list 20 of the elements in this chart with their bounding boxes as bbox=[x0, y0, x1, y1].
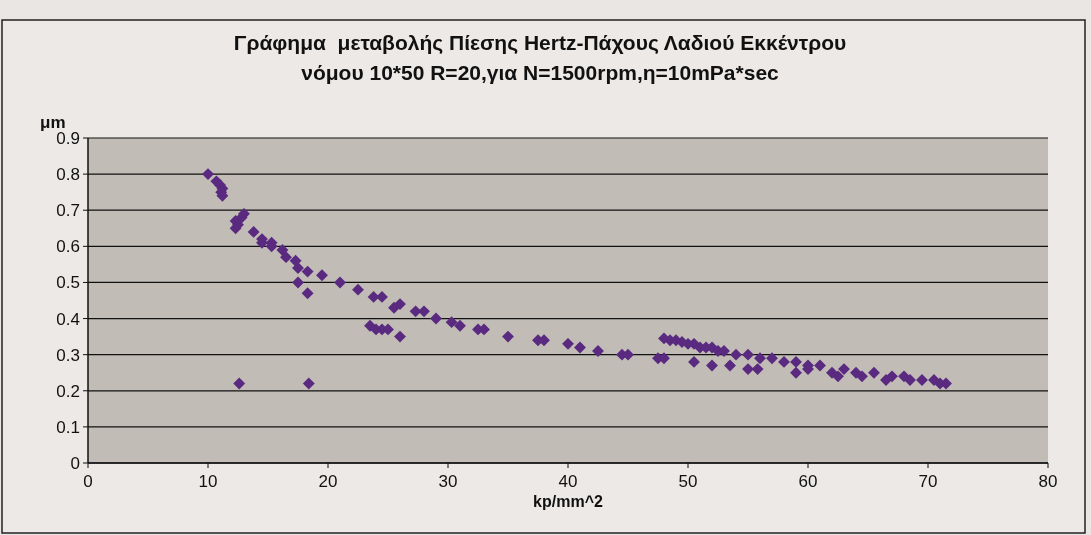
x-tick-label: 60 bbox=[798, 472, 818, 491]
y-tick-label: 0.2 bbox=[56, 381, 80, 401]
y-tick-label: 0.3 bbox=[56, 345, 80, 365]
y-tick-label: 0.6 bbox=[56, 237, 80, 257]
x-tick-label: 70 bbox=[918, 472, 938, 491]
y-tick-label: 0 bbox=[70, 453, 80, 473]
x-axis-title: kp/mm^2 bbox=[533, 493, 604, 510]
y-tick-label: 0.5 bbox=[56, 273, 80, 293]
chart-title: Γράφημα μεταβολής Πίεσης Hertz-Πάχους Λαδιού Εκκέντρου νόμου 10*50 R=20,για N=1500rpm,η=10mPa*sec bbox=[233, 31, 847, 84]
y-tick-label: 0.7 bbox=[56, 201, 80, 221]
x-tick-label: 50 bbox=[678, 472, 698, 491]
x-tick-label: 40 bbox=[558, 472, 578, 491]
y-tick-label: 0.4 bbox=[56, 309, 80, 329]
x-tick-label: 80 bbox=[1038, 472, 1058, 491]
x-tick-label: 0 bbox=[83, 472, 93, 491]
x-tick-label: 10 bbox=[198, 472, 218, 491]
x-tick-label: 20 bbox=[318, 472, 338, 491]
x-tick-label: 30 bbox=[438, 472, 458, 491]
y-tick-label: 0.1 bbox=[56, 417, 80, 437]
y-tick-label: 0.8 bbox=[56, 165, 80, 185]
